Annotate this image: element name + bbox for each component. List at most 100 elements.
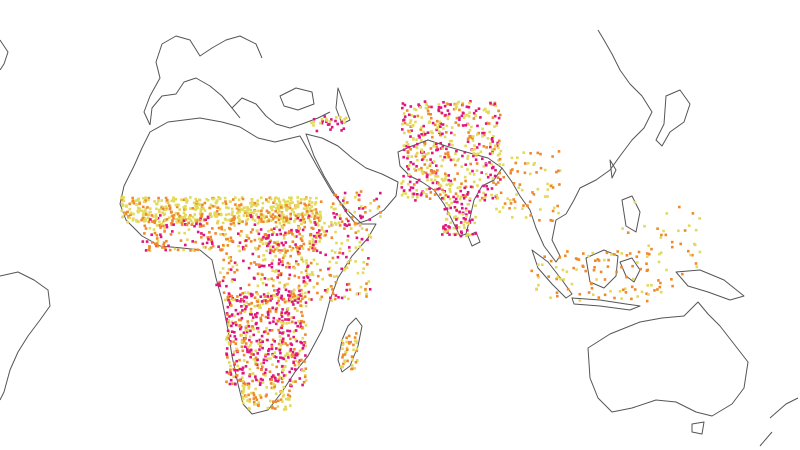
data-dot (301, 314, 304, 317)
data-dot (346, 234, 350, 238)
data-dot (414, 154, 418, 158)
data-dot (364, 211, 367, 214)
data-dot (186, 238, 189, 241)
data-dot (283, 254, 287, 258)
data-dot (298, 232, 301, 236)
data-dot (355, 341, 358, 345)
data-dot (249, 201, 252, 205)
data-dot (141, 217, 145, 220)
data-dot (274, 196, 278, 199)
data-dot (350, 355, 354, 358)
data-dot (289, 347, 293, 351)
data-dot (241, 208, 244, 211)
data-dot (272, 250, 276, 253)
data-dot (239, 327, 242, 331)
data-dot (217, 196, 220, 199)
data-dot (356, 193, 359, 196)
data-dot (280, 313, 283, 316)
data-dot (264, 242, 268, 245)
data-dot (492, 181, 495, 184)
data-dot (249, 391, 253, 395)
data-dot (379, 211, 382, 214)
data-dot (595, 278, 598, 281)
data-dot (322, 230, 326, 234)
data-dot (248, 398, 251, 401)
data-dot (485, 172, 488, 176)
data-dot (429, 147, 433, 150)
data-dot (189, 196, 192, 199)
data-dot (596, 258, 600, 261)
data-dot (284, 205, 287, 208)
data-dot (526, 162, 530, 165)
data-dot (315, 249, 319, 253)
data-dot (420, 192, 424, 195)
data-dot (240, 196, 244, 199)
data-dot (187, 228, 191, 231)
data-dot (318, 229, 321, 232)
data-dot (215, 283, 218, 287)
data-dot (448, 227, 451, 231)
data-dot (298, 247, 301, 250)
data-dot (423, 100, 427, 103)
data-dot (245, 222, 248, 225)
data-dot (261, 242, 265, 245)
data-dot (452, 232, 456, 236)
data-dot (261, 302, 265, 306)
data-dot (195, 207, 198, 210)
data-dot (319, 251, 322, 254)
data-dot (304, 204, 307, 207)
data-dot (687, 224, 691, 227)
data-dot (233, 314, 236, 318)
data-dot (252, 211, 255, 214)
data-dot (433, 188, 437, 192)
data-dot (241, 197, 245, 201)
data-dot (528, 200, 532, 204)
data-dot (231, 297, 235, 300)
data-dot (300, 213, 304, 216)
data-dot (259, 277, 263, 281)
data-dot (297, 252, 300, 256)
data-dot (180, 198, 183, 201)
data-dot (316, 216, 319, 220)
data-dot (472, 173, 476, 176)
data-dot (294, 206, 297, 210)
data-dot (310, 205, 313, 208)
data-dot (365, 228, 368, 232)
data-dot (278, 335, 282, 338)
data-dot (420, 139, 423, 142)
data-dot (279, 296, 283, 300)
data-dot (347, 219, 350, 223)
data-dot (342, 199, 345, 202)
data-dot (308, 242, 312, 245)
data-dot (241, 220, 244, 223)
data-dot (217, 282, 221, 286)
data-dot (288, 206, 292, 210)
data-dot (252, 397, 256, 400)
data-dot (292, 361, 295, 365)
data-dot (431, 181, 435, 185)
data-dot (296, 246, 299, 249)
data-dot (338, 251, 341, 255)
data-dot (242, 390, 245, 393)
data-dot (281, 260, 284, 263)
data-dot (246, 291, 250, 294)
data-dot (249, 355, 252, 359)
data-dot (303, 213, 307, 217)
data-dot (499, 178, 502, 181)
data-dot (208, 247, 211, 251)
data-dot (125, 204, 128, 207)
data-dot (357, 229, 360, 233)
data-dot (591, 251, 595, 255)
data-dot (273, 294, 276, 297)
data-dot (456, 172, 459, 175)
data-dot (546, 188, 550, 191)
data-dot (511, 168, 514, 171)
data-dot (232, 298, 235, 301)
data-dot (433, 170, 437, 174)
data-dot (416, 151, 419, 155)
data-dot (551, 209, 555, 213)
data-dot (345, 340, 348, 344)
data-dot (239, 293, 242, 297)
data-dot (166, 201, 170, 204)
data-dot (238, 324, 241, 328)
